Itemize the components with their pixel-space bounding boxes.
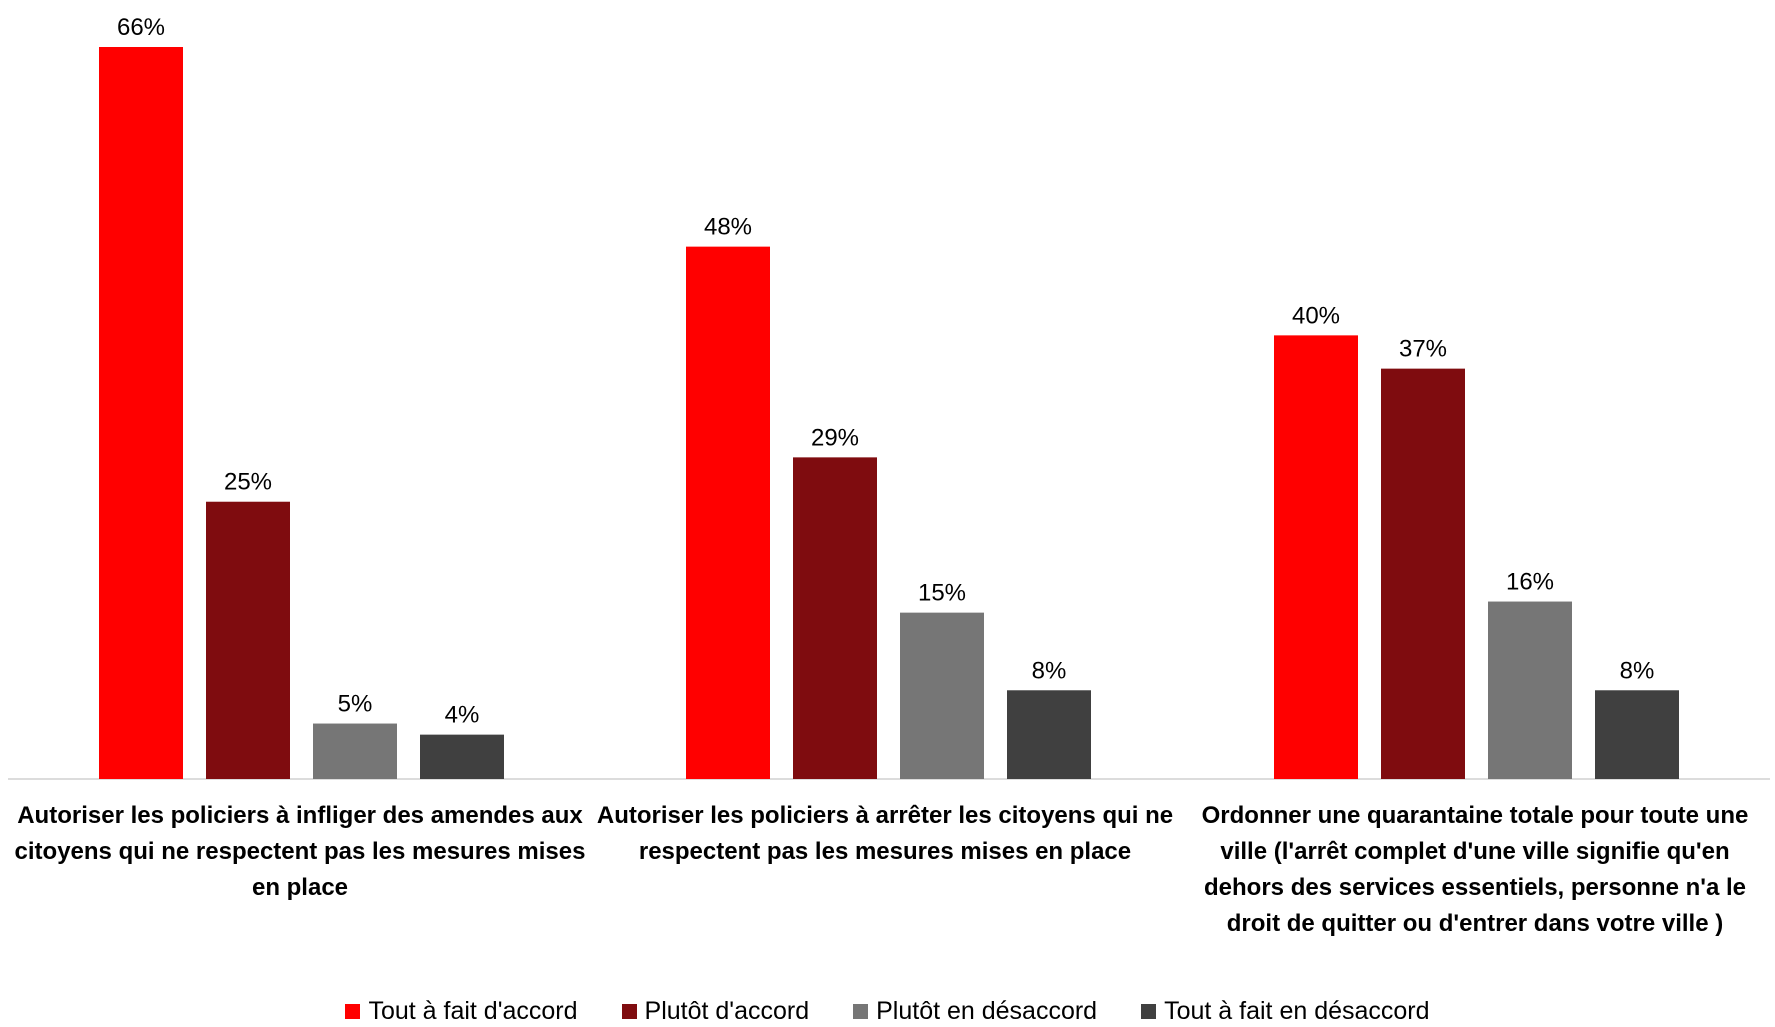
bar-1-4 xyxy=(420,734,504,779)
legend-swatch xyxy=(853,1003,869,1019)
bar-2-2 xyxy=(793,457,877,779)
bar-3-3 xyxy=(1488,601,1572,779)
data-label-1-4: 4% xyxy=(445,702,480,729)
data-label-3-2: 37% xyxy=(1399,336,1447,363)
data-label-2-4: 8% xyxy=(1032,657,1067,684)
category-label-1: Autoriser les policiers à infliger des a… xyxy=(14,802,586,901)
data-label-1-1: 66% xyxy=(117,14,165,41)
bar-2-1 xyxy=(686,246,770,780)
legend-swatch xyxy=(1141,1003,1157,1019)
data-label-3-4: 8% xyxy=(1620,657,1655,684)
data-label-2-1: 48% xyxy=(704,214,752,241)
bar-1-3 xyxy=(313,723,397,779)
legend-label: Tout à fait en désaccord xyxy=(1164,996,1430,1025)
bar-3-4 xyxy=(1595,690,1679,779)
legend-label: Plutôt en désaccord xyxy=(876,996,1098,1025)
legend: Tout à fait d'accord Plutôt d'accord Plu… xyxy=(0,996,1775,1026)
legend-item: Tout à fait en désaccord xyxy=(1141,996,1430,1026)
legend-item: Plutôt d'accord xyxy=(621,996,810,1026)
legend-item: Tout à fait d'accord xyxy=(345,996,578,1026)
bar-1-1 xyxy=(99,47,183,779)
bar-2-3 xyxy=(900,612,984,779)
data-label-2-2: 29% xyxy=(811,424,859,451)
category-label-2: Autoriser les policiers à arrêter les ci… xyxy=(596,802,1174,865)
data-label-2-3: 15% xyxy=(918,580,966,607)
bar-chart: 66% 25% 5% 4% 48% 29% 15% 8% 40% 37% 16% 8% xyxy=(8,14,1770,780)
bar-2-4 xyxy=(1007,690,1091,779)
category-label-3: Ordonner une quarantaine totale pour tou… xyxy=(1201,802,1749,937)
data-label-1-2: 25% xyxy=(224,469,272,496)
legend-swatch xyxy=(345,1003,361,1019)
bar-3-2 xyxy=(1381,368,1465,779)
legend-item: Plutôt en désaccord xyxy=(853,997,1097,1026)
data-label-1-3: 5% xyxy=(338,691,373,718)
bar-3-1 xyxy=(1274,335,1358,779)
data-label-3-3: 16% xyxy=(1506,569,1554,596)
legend-label: Tout à fait d'accord xyxy=(368,996,578,1025)
legend-label: Plutôt d'accord xyxy=(644,996,810,1025)
bar-1-2 xyxy=(206,501,290,779)
data-label-3-1: 40% xyxy=(1292,302,1340,329)
legend-swatch xyxy=(621,1003,637,1019)
